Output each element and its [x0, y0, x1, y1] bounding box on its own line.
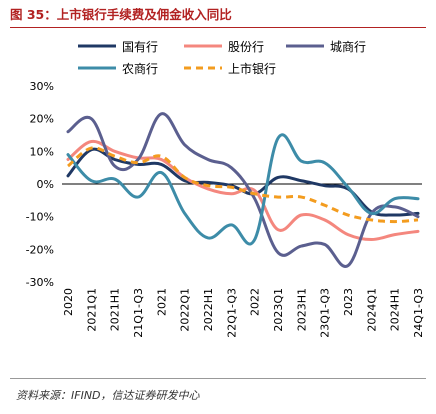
x-tick-label: 21Q1-Q3 [132, 288, 145, 338]
x-tick-label: 2024H1 [389, 288, 402, 331]
chart-title-area: 图 35：上市银行手续费及佣金收入同比 [10, 4, 426, 26]
y-tick-label: -30% [26, 276, 54, 289]
x-tick-label: 2024Q1 [365, 288, 378, 332]
legend-label: 城商行 [330, 39, 366, 54]
y-tick-label: -10% [26, 211, 54, 224]
x-tick-label: 23Q1-Q3 [319, 288, 332, 338]
x-tick-label: 2023Q1 [272, 288, 285, 332]
legend-label: 农商行 [122, 61, 158, 76]
footer-rule [10, 378, 426, 379]
x-tick-label: 2023 [342, 288, 355, 316]
x-tick-label: 2023H1 [295, 288, 308, 331]
y-tick-label: 10% [30, 145, 54, 158]
x-tick-label: 2021 [155, 288, 168, 316]
y-tick-label: -20% [26, 243, 54, 256]
x-tick-label: 2022Q1 [179, 288, 192, 332]
legend-label: 国有行 [122, 40, 158, 54]
x-axis: 2020 2021Q1 2021H1 21Q1-Q3 2021 2022Q1 2022H1 2… [62, 288, 425, 338]
y-tick-label: 20% [30, 113, 54, 126]
x-tick-label: 24Q1-Q3 [412, 288, 425, 338]
x-tick-label: 2022 [249, 288, 262, 316]
chart-title: 图 35：上市银行手续费及佣金收入同比 [10, 7, 232, 22]
y-tick-label: 0% [37, 178, 54, 191]
x-tick-label: 2020 [62, 288, 75, 316]
legend-label: 上市银行 [228, 61, 276, 76]
source-note: 资料来源：IFIND，信达证券研发中心 [16, 389, 200, 402]
series-line-5 [67, 146, 419, 224]
legend-label: 股份行 [228, 40, 264, 54]
x-tick-label: 2021Q1 [85, 288, 98, 332]
series-line-4 [66, 133, 420, 246]
series-group [66, 112, 420, 269]
y-tick-label: 30% [30, 80, 54, 93]
x-tick-label: 22Q1-Q3 [225, 288, 238, 338]
series-line-3 [66, 112, 420, 269]
x-tick-label: 2021H1 [109, 288, 122, 331]
x-tick-label: 2022H1 [202, 288, 215, 331]
title-rule [10, 27, 426, 28]
